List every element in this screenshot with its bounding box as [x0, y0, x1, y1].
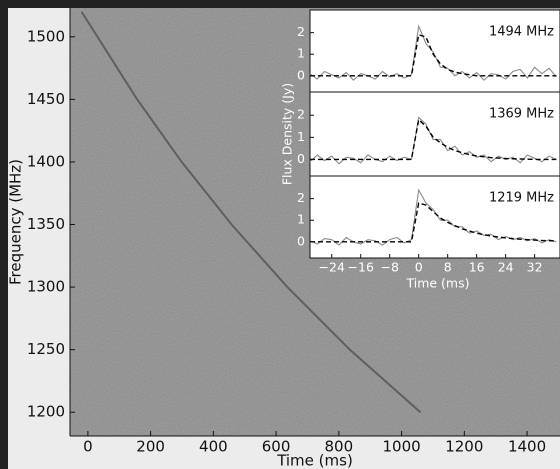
x-tick-label: 800: [325, 438, 354, 456]
y-tick-label: 0: [297, 67, 305, 82]
dispersion-sweep: [80, 11, 422, 413]
x-tick-label: −24: [319, 260, 345, 275]
panel-label: 1494 MHz: [489, 25, 554, 40]
y-tick-label: 2: [297, 24, 305, 39]
x-tick-label: 0: [415, 260, 423, 275]
x-axis-label: Time (ms): [276, 452, 353, 469]
y-tick-label: 1250: [27, 340, 65, 358]
y-tick-label: 2: [297, 107, 305, 122]
y-tick-label: 0: [297, 151, 305, 166]
x-tick-label: 400: [199, 438, 228, 456]
x-tick-label: 24: [498, 260, 514, 275]
inset-x-label: Time (ms): [405, 276, 469, 291]
inset-y-label: Flux Density (Jy): [280, 83, 295, 185]
y-tick-label: 1: [297, 46, 305, 61]
y-tick-label: 1500: [27, 27, 65, 45]
inset-background: [309, 9, 560, 259]
x-tick-label: 1400: [508, 438, 546, 456]
x-tick-label: 16: [469, 260, 485, 275]
y-tick-label: 1200: [27, 403, 65, 421]
y-tick-label: 1: [297, 212, 305, 227]
x-tick-label: 32: [527, 260, 543, 275]
x-tick-label: −16: [348, 260, 374, 275]
profile-line: [309, 188, 557, 246]
y-tick-label: 1350: [27, 215, 65, 233]
panel-label: 1369 MHz: [489, 107, 554, 122]
profile-line: [309, 24, 557, 81]
y-tick-label: 1: [297, 129, 305, 144]
x-tick-label: 1200: [445, 438, 483, 456]
x-tick-label: 8: [444, 260, 452, 275]
y-tick-label: 2: [297, 190, 305, 205]
y-tick-label: 1300: [27, 278, 65, 296]
x-tick-label: 1000: [382, 438, 420, 456]
profile-line: [310, 202, 557, 243]
x-tick-label: 600: [262, 438, 291, 456]
x-tick-label: 200: [136, 438, 165, 456]
y-tick-label: 1400: [27, 152, 65, 170]
y-tick-label: 1450: [27, 90, 65, 108]
x-tick-label: 0: [83, 438, 93, 456]
profile-line: [310, 118, 557, 161]
panel-label: 1219 MHz: [489, 191, 554, 206]
x-tick-label: −8: [380, 260, 398, 275]
profile-line: [310, 33, 557, 77]
y-tick-label: 0: [297, 233, 305, 248]
y-axis-label: Frequency (MHz): [7, 159, 25, 285]
